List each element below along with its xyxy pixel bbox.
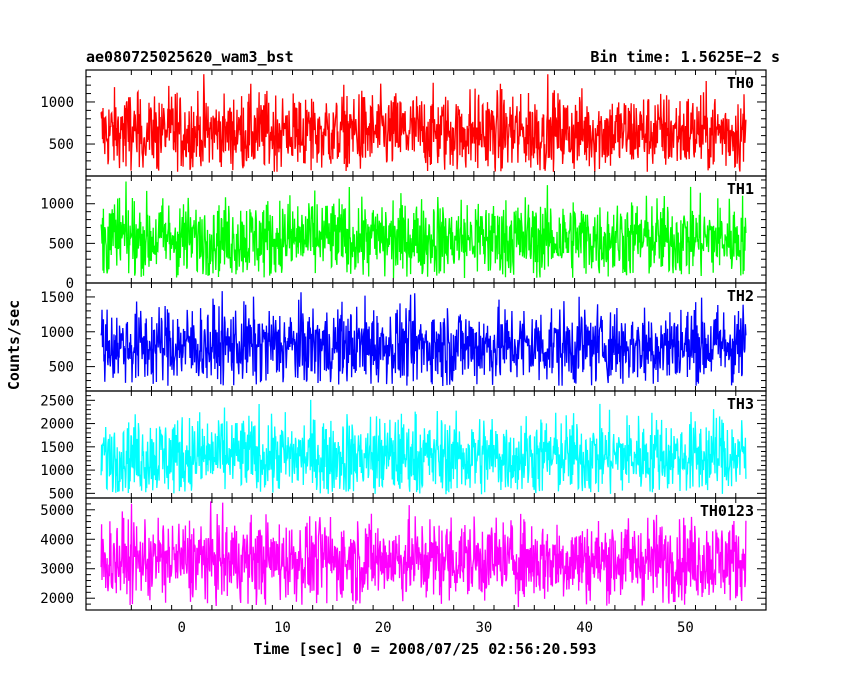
panel-label-th2: TH2 bbox=[727, 287, 754, 305]
panel-th0: 500 1000 TH0 bbox=[40, 69, 767, 177]
panel-label-th3: TH3 bbox=[727, 395, 754, 413]
y-tick-label: 1500 bbox=[40, 440, 74, 456]
y-tick-label: 4000 bbox=[40, 532, 74, 548]
y-tick-label: 1000 bbox=[40, 197, 74, 213]
series-line-th0 bbox=[100, 74, 747, 172]
series-line-th3 bbox=[100, 399, 747, 495]
y-tick-label: 500 bbox=[49, 486, 74, 502]
x-axis-label: Time [sec] 0 = 2008/07/25 02:56:20.593 bbox=[253, 640, 596, 658]
panel-th0123: 2000 3000 4000 5000 TH0123 bbox=[40, 497, 767, 611]
y-tick-label: 1500 bbox=[40, 290, 74, 306]
y-tick-label: 1000 bbox=[40, 325, 74, 341]
y-tick-label: 2000 bbox=[40, 591, 74, 607]
x-tick-label: 50 bbox=[677, 620, 694, 636]
y-tick-label: 500 bbox=[49, 360, 74, 376]
y-tick-label: 1000 bbox=[40, 463, 74, 479]
y-tick-label: 2000 bbox=[40, 417, 74, 433]
panel-label-th0123: TH0123 bbox=[700, 502, 754, 520]
y-tick-label: 500 bbox=[49, 236, 74, 252]
panel-label-th0: TH0 bbox=[727, 74, 754, 92]
y-tick-label: 5000 bbox=[40, 503, 74, 519]
panel-th1: 0 500 1000 TH1 bbox=[40, 175, 767, 292]
panel-th3: 500 1000 1500 2000 2500 TH3 bbox=[40, 390, 767, 502]
y-tick-label: 500 bbox=[49, 137, 74, 153]
series-line-th0123 bbox=[100, 501, 747, 608]
y-tick-label: 2500 bbox=[40, 393, 74, 409]
y-tick-label: 1000 bbox=[40, 95, 74, 111]
series-line-th1 bbox=[100, 181, 747, 279]
y-tick-label: 3000 bbox=[40, 562, 74, 578]
x-tick-label: 40 bbox=[576, 620, 593, 636]
panel-label-th1: TH1 bbox=[727, 180, 754, 198]
x-tick-label: 10 bbox=[274, 620, 291, 636]
bin-time-label: Bin time: 1.5625E−2 s bbox=[590, 48, 780, 66]
x-tick-label: 20 bbox=[375, 620, 392, 636]
panel-frame bbox=[85, 497, 767, 611]
x-tick-label: 30 bbox=[475, 620, 492, 636]
y-tick-label: 0 bbox=[66, 276, 74, 292]
y-axis-label: Counts/sec bbox=[5, 300, 23, 390]
series-line-th2 bbox=[100, 291, 747, 387]
panel-th2: 500 1000 1500 TH2 bbox=[40, 282, 767, 392]
chart-title: ae080725025620_wam3_bst bbox=[86, 48, 294, 66]
x-tick-label: 0 bbox=[177, 620, 185, 636]
